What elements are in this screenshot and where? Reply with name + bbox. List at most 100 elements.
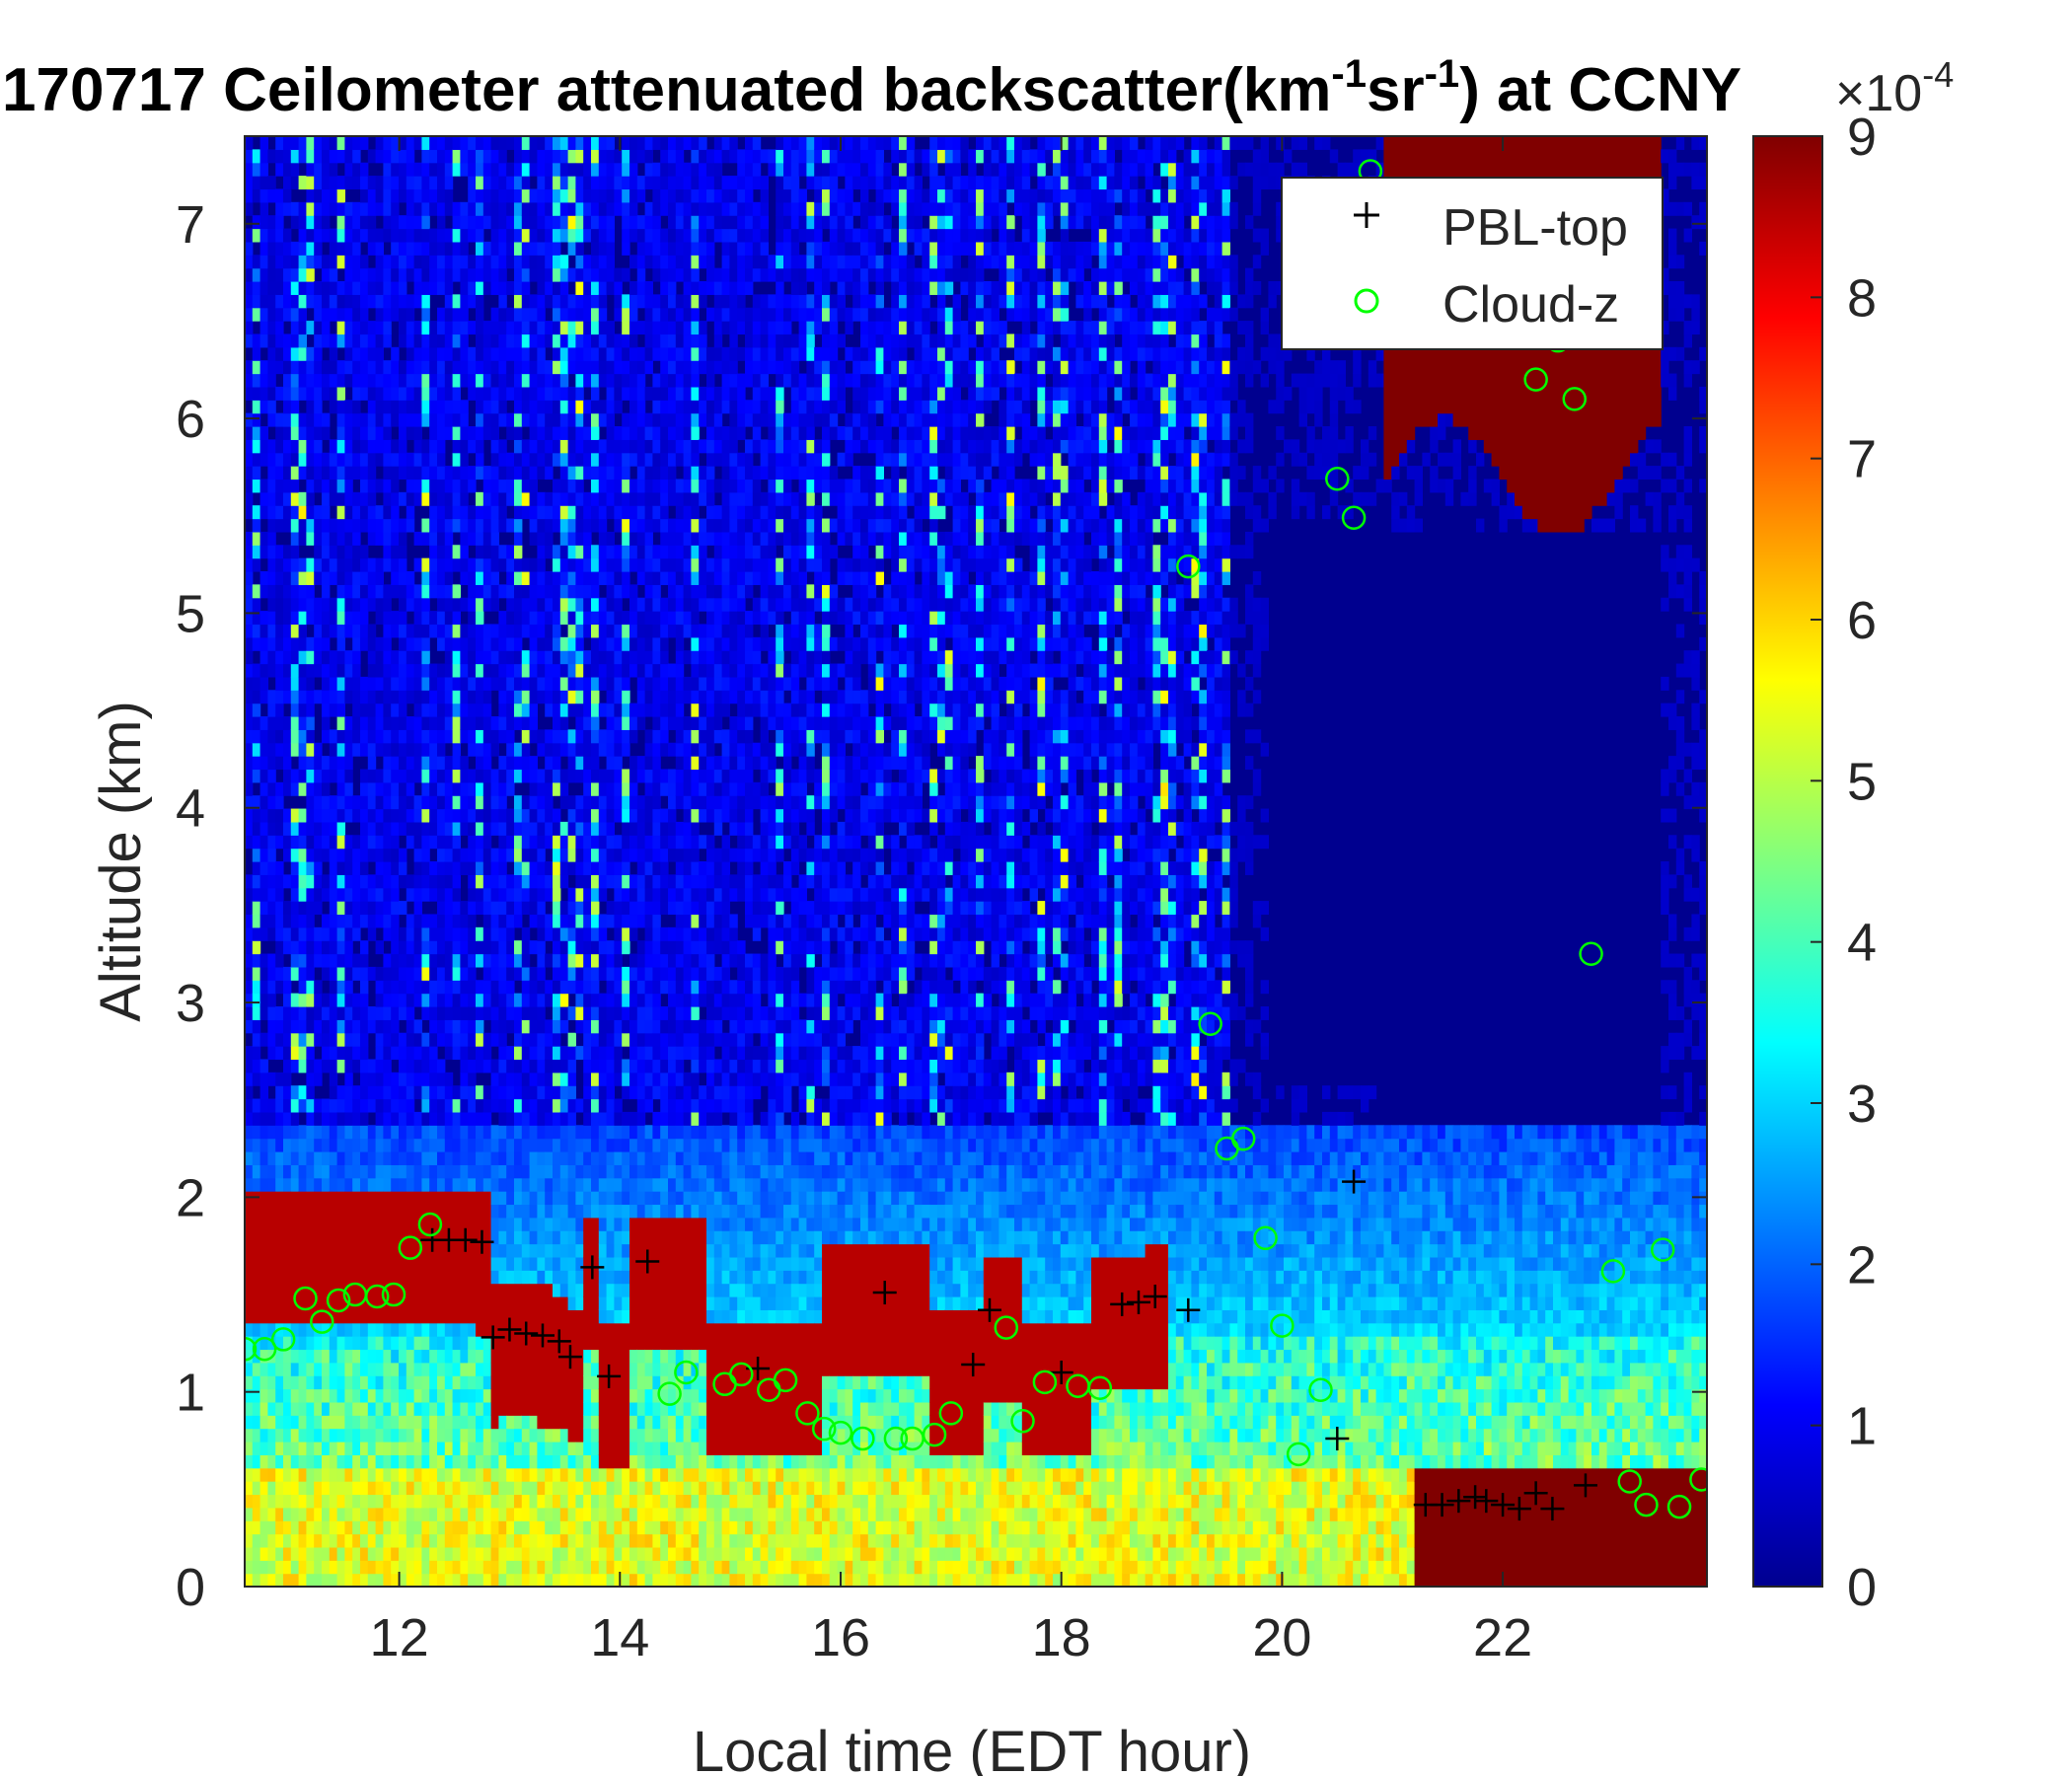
heatmap-cell bbox=[567, 267, 576, 282]
heatmap-cell bbox=[245, 491, 254, 506]
heatmap-cell bbox=[314, 149, 323, 164]
heatmap-cell bbox=[360, 1520, 369, 1535]
heatmap-cell bbox=[506, 1006, 515, 1020]
heatmap-cell bbox=[298, 439, 307, 454]
heatmap-cell bbox=[259, 1415, 268, 1430]
heatmap-cell bbox=[545, 795, 554, 810]
heatmap-cell bbox=[367, 479, 377, 493]
heatmap-cell bbox=[460, 676, 469, 691]
heatmap-cell bbox=[421, 1349, 430, 1364]
heatmap-cell bbox=[267, 848, 276, 862]
heatmap-cell bbox=[452, 1164, 461, 1179]
heatmap-cell bbox=[391, 1442, 400, 1455]
heatmap-cell bbox=[391, 1085, 400, 1100]
heatmap-cell bbox=[537, 676, 546, 691]
heatmap-cell bbox=[336, 1151, 345, 1165]
heatmap-cell bbox=[591, 321, 600, 335]
heatmap-cell bbox=[567, 1270, 576, 1285]
heatmap-cell bbox=[329, 1019, 338, 1034]
heatmap-cell bbox=[391, 1256, 400, 1271]
heatmap-cell bbox=[506, 584, 515, 599]
heatmap-cell bbox=[399, 993, 407, 1007]
heatmap-cell bbox=[352, 1217, 361, 1231]
heatmap-cell bbox=[329, 1336, 338, 1351]
heatmap-cell bbox=[421, 346, 430, 361]
heatmap-cell bbox=[537, 505, 546, 520]
heatmap-cell bbox=[275, 742, 284, 757]
heatmap-cell bbox=[506, 571, 515, 585]
heatmap-cell bbox=[329, 1388, 338, 1403]
heatmap-cell bbox=[399, 294, 407, 309]
heatmap-cell bbox=[306, 1309, 315, 1324]
heatmap-cell bbox=[290, 690, 300, 704]
heatmap-cell bbox=[506, 1349, 515, 1364]
heatmap-cell bbox=[375, 188, 384, 203]
heatmap-cell bbox=[476, 861, 484, 875]
heatmap-cell bbox=[506, 742, 515, 757]
heatmap-cell bbox=[352, 1388, 361, 1403]
heatmap-cell bbox=[259, 1388, 268, 1403]
heatmap-cell bbox=[537, 228, 546, 243]
heatmap-cell bbox=[336, 742, 345, 757]
heatmap-cell bbox=[344, 136, 353, 150]
heatmap-cell bbox=[490, 1442, 499, 1455]
heatmap-cell bbox=[421, 333, 430, 348]
heatmap-cell bbox=[375, 611, 384, 626]
heatmap-cell bbox=[575, 874, 584, 889]
heatmap-cell bbox=[452, 1507, 461, 1521]
heatmap-cell bbox=[413, 215, 422, 230]
heatmap-cell bbox=[482, 360, 492, 375]
heatmap-cell bbox=[476, 1111, 484, 1126]
heatmap-cell bbox=[514, 1546, 523, 1561]
heatmap-cell bbox=[521, 663, 531, 678]
heatmap-cell bbox=[367, 821, 377, 836]
heatmap-cell bbox=[336, 1388, 345, 1403]
heatmap-cell bbox=[252, 412, 261, 427]
heatmap-cell bbox=[344, 201, 353, 216]
heatmap-cell bbox=[559, 281, 569, 295]
heatmap-cell bbox=[583, 1019, 592, 1034]
heatmap-cell bbox=[553, 1375, 561, 1390]
heatmap-cell bbox=[306, 1481, 315, 1496]
heatmap-cell bbox=[399, 321, 407, 335]
heatmap-cell bbox=[437, 729, 446, 744]
heatmap-cell bbox=[290, 953, 300, 968]
heatmap-cell bbox=[275, 795, 284, 810]
heatmap-cell bbox=[306, 821, 315, 836]
heatmap-cell bbox=[567, 769, 576, 783]
heatmap-cell bbox=[352, 1362, 361, 1376]
heatmap-cell bbox=[322, 426, 331, 440]
heatmap-cell bbox=[306, 663, 315, 678]
heatmap-cell bbox=[352, 1573, 361, 1587]
heatmap-cell bbox=[267, 1296, 276, 1310]
heatmap-cell bbox=[482, 1164, 492, 1179]
heatmap-cell bbox=[575, 136, 584, 150]
heatmap-cell bbox=[267, 333, 276, 348]
heatmap-cell bbox=[329, 149, 338, 164]
heatmap-cell bbox=[498, 781, 507, 796]
heatmap-cell bbox=[391, 663, 400, 678]
heatmap-cell bbox=[306, 848, 315, 862]
heatmap-cell bbox=[413, 1375, 422, 1390]
heatmap-cell bbox=[476, 1401, 484, 1416]
heatmap-cell bbox=[322, 808, 331, 823]
heatmap-cell bbox=[514, 611, 523, 626]
heatmap-cell bbox=[245, 1336, 254, 1351]
heatmap-cell bbox=[336, 1243, 345, 1258]
heatmap-cell bbox=[344, 993, 353, 1007]
heatmap-cell bbox=[329, 729, 338, 744]
heatmap-cell bbox=[283, 584, 292, 599]
heatmap-cell bbox=[460, 1085, 469, 1100]
heatmap-cell bbox=[498, 676, 507, 691]
heatmap-cell bbox=[437, 1494, 446, 1509]
heatmap-cell bbox=[545, 650, 554, 665]
heatmap-cell bbox=[391, 650, 400, 665]
heatmap-cell bbox=[591, 571, 600, 585]
heatmap-cell bbox=[482, 466, 492, 481]
heatmap-cell bbox=[482, 914, 492, 928]
heatmap-cell bbox=[329, 162, 338, 177]
heatmap-cell bbox=[245, 835, 254, 850]
heatmap-cell bbox=[413, 346, 422, 361]
heatmap-cell bbox=[476, 1388, 484, 1403]
heatmap-cell bbox=[476, 1270, 484, 1285]
